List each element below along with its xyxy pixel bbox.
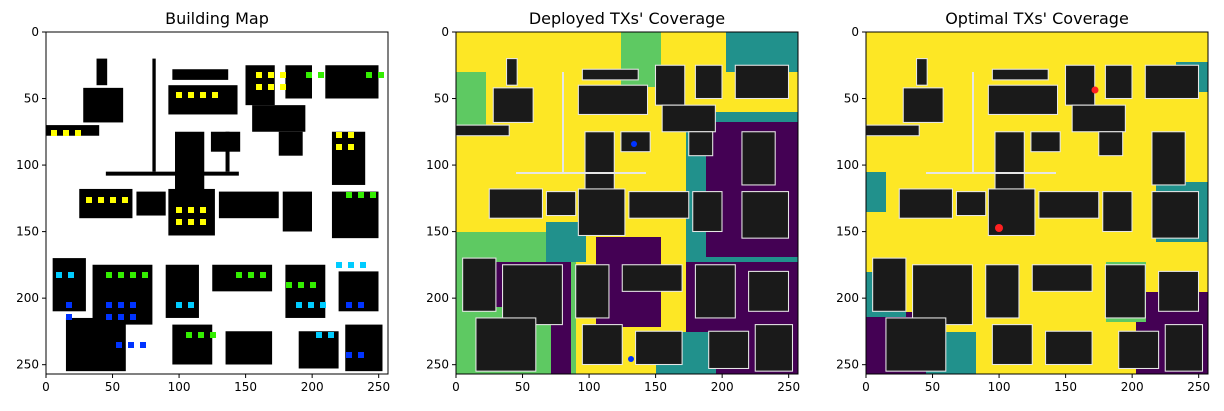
plot-area bbox=[455, 31, 799, 375]
x-tick-label: 100 bbox=[578, 380, 601, 394]
y-tick-label: 0 bbox=[31, 25, 39, 39]
panel-title: Deployed TXs' Coverage bbox=[529, 9, 725, 28]
x-tick-label: 250 bbox=[777, 380, 800, 394]
x-tick-label: 150 bbox=[1054, 380, 1077, 394]
x-tick-label: 200 bbox=[301, 380, 324, 394]
plot-area bbox=[865, 31, 1209, 375]
x-tick-label: 200 bbox=[711, 380, 734, 394]
panel-title: Optimal TXs' Coverage bbox=[945, 9, 1129, 28]
plot-area bbox=[45, 31, 389, 375]
x-tick-label: 200 bbox=[1121, 380, 1144, 394]
tx-marker bbox=[628, 356, 634, 362]
x-tick-label: 0 bbox=[862, 380, 870, 394]
y-tick-label: 100 bbox=[16, 158, 39, 172]
x-tick-label: 50 bbox=[925, 380, 940, 394]
panel-deployed-coverage: Deployed TXs' Coverage bbox=[455, 9, 799, 375]
receiver-markers bbox=[51, 72, 384, 358]
y-tick-label: 200 bbox=[16, 291, 39, 305]
tx-marker bbox=[995, 224, 1003, 232]
y-tick-label: 0 bbox=[851, 25, 859, 39]
y-tick-label: 250 bbox=[426, 358, 449, 372]
x-tick-label: 0 bbox=[452, 380, 460, 394]
y-tick-label: 100 bbox=[836, 158, 859, 172]
y-tick-label: 250 bbox=[16, 358, 39, 372]
tx-marker bbox=[631, 141, 637, 147]
x-tick-label: 0 bbox=[42, 380, 50, 394]
y-tick-label: 0 bbox=[441, 25, 449, 39]
y-tick-label: 50 bbox=[24, 92, 39, 106]
y-tick-label: 100 bbox=[426, 158, 449, 172]
x-tick-label: 100 bbox=[168, 380, 191, 394]
x-tick-label: 100 bbox=[988, 380, 1011, 394]
y-tick-label: 150 bbox=[426, 225, 449, 239]
x-tick-label: 250 bbox=[367, 380, 390, 394]
y-tick-label: 200 bbox=[836, 291, 859, 305]
x-tick-label: 150 bbox=[234, 380, 257, 394]
tx-marker bbox=[1091, 86, 1099, 94]
x-tick-label: 50 bbox=[515, 380, 530, 394]
y-tick-label: 150 bbox=[16, 225, 39, 239]
panel-optimal-coverage: Optimal TXs' Coverage bbox=[865, 9, 1209, 375]
x-tick-label: 50 bbox=[105, 380, 120, 394]
y-tick-label: 200 bbox=[426, 291, 449, 305]
panel-title: Building Map bbox=[165, 9, 269, 28]
x-tick-label: 150 bbox=[644, 380, 667, 394]
panel-building-map: Building Map bbox=[45, 9, 389, 375]
y-tick-label: 150 bbox=[836, 225, 859, 239]
y-tick-label: 50 bbox=[434, 92, 449, 106]
y-tick-label: 50 bbox=[844, 92, 859, 106]
y-tick-label: 250 bbox=[836, 358, 859, 372]
x-tick-label: 250 bbox=[1187, 380, 1210, 394]
